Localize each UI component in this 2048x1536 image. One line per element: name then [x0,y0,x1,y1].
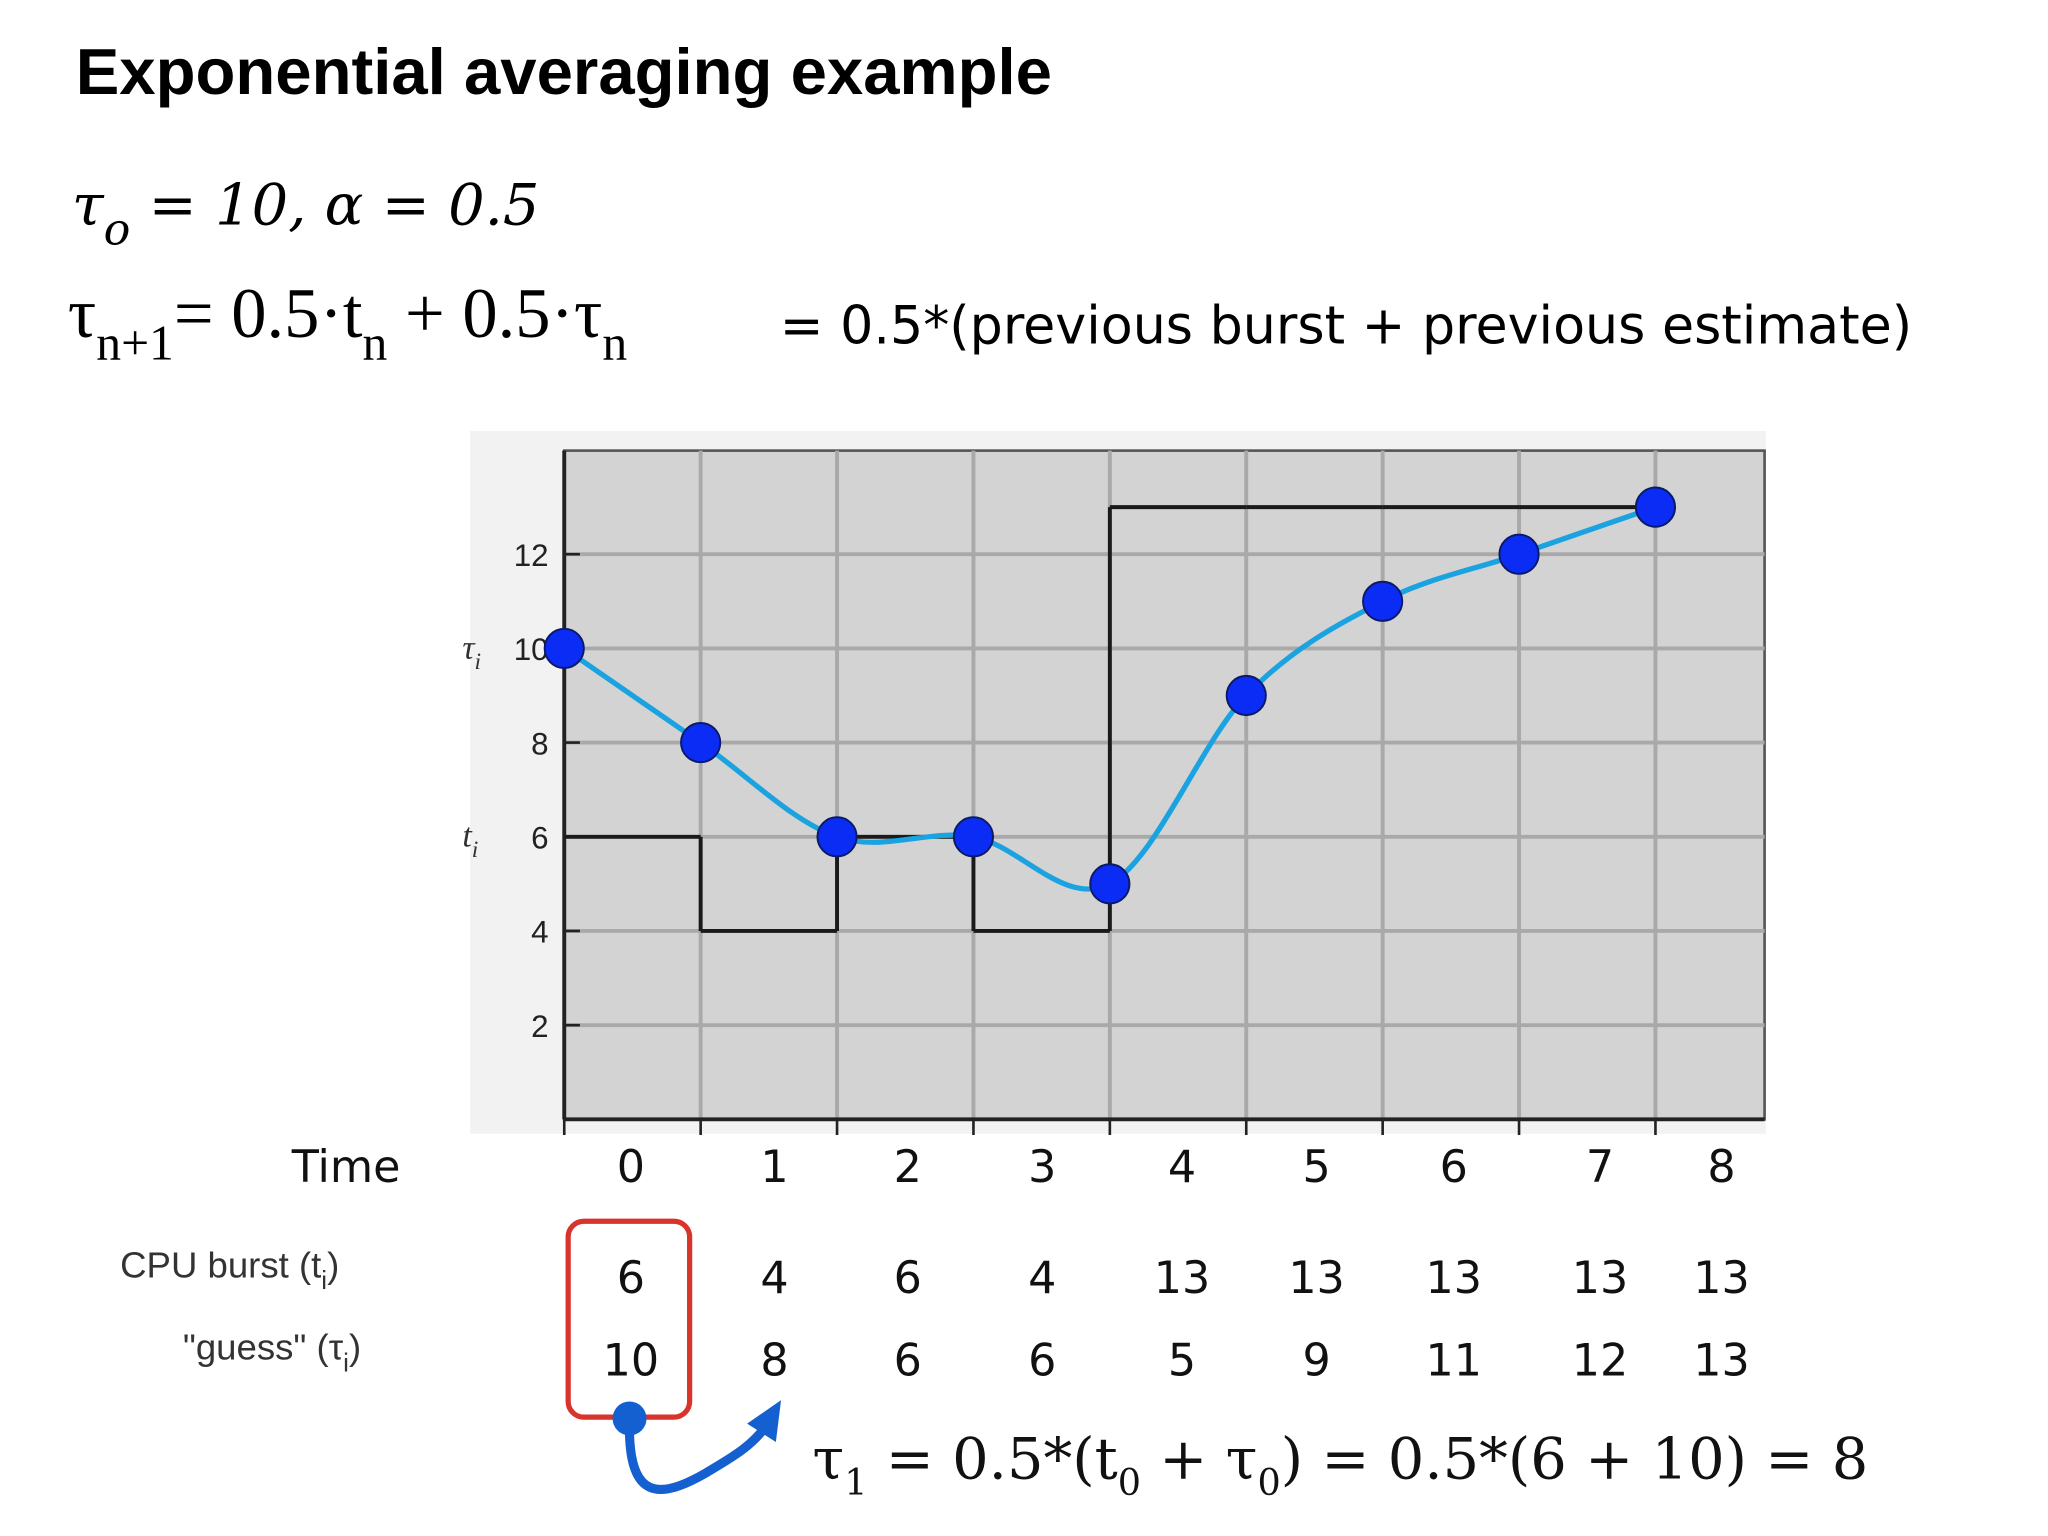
y-tick-label: 4 [531,915,548,950]
arrow-origin [612,1401,647,1436]
subscript: 1 [844,1461,867,1504]
text-part: τ [462,629,476,666]
estimate-point [1498,533,1540,575]
text-part: = 0.5*(t [867,1426,1117,1493]
y-axis-label: τi [462,629,481,675]
plot-area [562,449,1766,1121]
guess-cell: 8 [760,1335,788,1386]
y-axis-label: ti [462,817,478,863]
estimate-point [680,722,722,764]
guess-cell: 9 [1302,1335,1330,1386]
subscript: i [475,649,482,675]
annotation: τ1 = 0.5*(t0 + τ0) = 0.5*(6 + 10) = 8 [812,1426,1868,1504]
time-cell: 6 [1440,1142,1468,1193]
text-part: ) = 0.5*(6 + 10) = 8 [1281,1426,1869,1493]
text-part: "guess" (τ [183,1327,344,1368]
guess-cell: 10 [603,1335,660,1386]
subscript: i [321,1265,327,1295]
arrow [624,1413,773,1495]
text-part: + 0.5·τ [387,275,602,353]
estimate-point [543,627,585,669]
y-tick-label: 10 [514,632,549,667]
time-cell: 1 [760,1142,788,1193]
text-part: = 0.5·t [174,275,363,353]
formula-initial: τo = 10, α = 0.5 [72,172,540,256]
burst-cell: 13 [1425,1253,1482,1304]
estimate-point [1362,580,1404,622]
text-part: = 10, α = 0.5 [130,172,539,239]
guess-cell: 5 [1168,1335,1196,1386]
text-part: t [462,817,473,854]
text-part: ) [327,1244,339,1285]
time-cell: 2 [894,1142,922,1193]
arrow-head [747,1400,782,1442]
estimate-point [1225,674,1267,717]
time-cell: 0 [617,1142,645,1193]
estimate-point [952,816,995,858]
time-cell: 3 [1028,1142,1056,1193]
y-tick-label: 6 [531,821,548,856]
text-part: τ [72,172,105,239]
subscript: 0 [1257,1461,1280,1504]
burst-cell: 6 [617,1253,645,1304]
subscript: i [472,837,479,863]
text-part: CPU burst (t [120,1244,321,1285]
burst-cell: 4 [1028,1253,1056,1304]
text-part: ) [349,1327,361,1368]
burst-cell: 13 [1288,1253,1345,1304]
guess-cell: 13 [1693,1335,1750,1386]
estimate-point [1089,863,1131,905]
time-cell: 4 [1168,1142,1196,1193]
subscript: o [104,205,131,256]
burst-cell: 13 [1693,1253,1750,1304]
text-part: τ [812,1426,844,1493]
burst-cell: 13 [1572,1253,1629,1304]
burst-cell: 4 [760,1253,788,1304]
text-part: + τ [1141,1426,1257,1493]
row-label: "guess" (τi) [183,1327,361,1378]
burst-cell: 6 [894,1253,922,1304]
row-label: Time [291,1142,401,1193]
time-cell: 8 [1707,1142,1735,1193]
subscript: n+1 [96,315,174,370]
estimate-point [816,816,858,858]
y-tick-label: 2 [531,1009,548,1044]
guess-cell: 6 [894,1335,922,1386]
row-label: CPU burst (ti) [120,1244,339,1295]
guess-cell: 11 [1425,1335,1482,1386]
slide-title: Exponential averaging example [76,35,1052,108]
guess-cell: 6 [1028,1335,1056,1386]
y-tick-label: 8 [531,726,548,761]
formula-update: τn+1= 0.5·tn + 0.5·τn [68,275,627,370]
y-tick-label: 12 [514,538,549,573]
subscript: n [363,315,388,370]
time-cell: 5 [1302,1142,1330,1193]
time-cell: 7 [1586,1142,1614,1193]
estimate-point [1634,486,1677,528]
text-part: Time [291,1142,401,1193]
guess-cell: 12 [1572,1335,1629,1386]
text-part: τ [68,275,96,353]
subscript: 0 [1118,1461,1141,1504]
burst-cell: 13 [1154,1253,1211,1304]
subscript: i [343,1347,349,1377]
formula-note: = 0.5*(previous burst + previous estimat… [780,297,1912,357]
subscript: n [602,315,627,370]
